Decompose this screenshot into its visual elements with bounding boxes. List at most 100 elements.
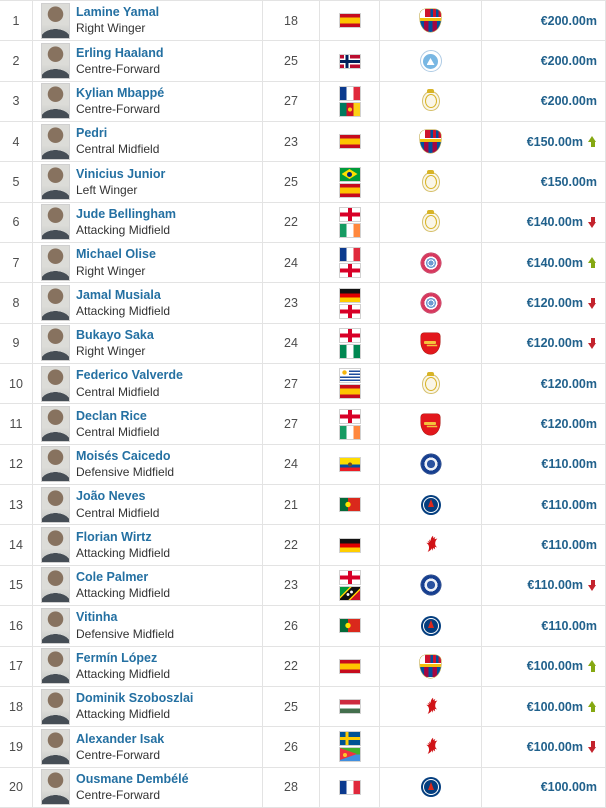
value-cell: €200.00m <box>482 41 606 81</box>
liverpool-crest-icon[interactable] <box>423 697 438 717</box>
player-photo[interactable] <box>41 446 70 483</box>
player-name-link[interactable]: Ousmane Dembélé <box>76 771 189 786</box>
rank-cell: 1 <box>0 1 33 41</box>
player-photo[interactable] <box>41 285 70 322</box>
player-photo[interactable] <box>41 728 70 765</box>
player-photo[interactable] <box>41 43 70 80</box>
age-cell: 26 <box>263 606 320 646</box>
player-row: 14 Florian Wirtz Attacking Midfield 22 €… <box>0 525 606 566</box>
player-photo[interactable] <box>41 204 70 241</box>
player-name-link[interactable]: Dominik Szoboszlai <box>76 691 194 706</box>
psg-crest-icon[interactable] <box>420 777 441 798</box>
rank-cell: 20 <box>0 767 33 807</box>
barcelona-crest-icon[interactable] <box>420 654 441 678</box>
player-photo[interactable] <box>41 527 70 564</box>
player-name-block: Florian Wirtz Attacking Midfield <box>76 529 170 560</box>
player-photo[interactable] <box>41 688 70 725</box>
player-name-link[interactable]: Alexander Isak <box>76 731 165 746</box>
player-rank: 3 <box>12 94 20 109</box>
rank-cell: 16 <box>0 606 33 646</box>
player-name-link[interactable]: Florian Wirtz <box>76 529 152 544</box>
realmadrid-crest-icon[interactable] <box>421 371 440 394</box>
germany-flag-icon <box>339 538 360 552</box>
bayern-crest-icon[interactable] <box>420 252 441 273</box>
market-value: €110.00m <box>541 618 597 633</box>
player-photo[interactable] <box>41 2 70 39</box>
arsenal-crest-icon[interactable] <box>421 332 440 354</box>
liverpool-crest-icon[interactable] <box>423 535 438 555</box>
market-value-up-icon <box>588 256 597 269</box>
player-name-link[interactable]: Declan Rice <box>76 408 147 423</box>
hungary-flag-icon <box>339 700 360 714</box>
player-name-link[interactable]: Vitinha <box>76 610 118 625</box>
player-position: Left Winger <box>76 182 138 197</box>
england-flag-icon <box>339 409 360 423</box>
player-photo[interactable] <box>41 769 70 806</box>
player-name-link[interactable]: Erling Haaland <box>76 45 164 60</box>
player-name-block: Ousmane Dembélé Centre-Forward <box>76 771 189 802</box>
value-cell: €110.00m <box>482 444 606 485</box>
player-photo[interactable] <box>41 648 70 685</box>
flag-cell <box>320 767 380 807</box>
player-name-link[interactable]: Jamal Musiala <box>76 287 161 302</box>
player-photo[interactable] <box>41 567 70 604</box>
player-photo[interactable] <box>41 325 70 362</box>
value-cell: €140.00m <box>482 202 606 243</box>
player-name-block: Pedri Central Midfield <box>76 127 159 156</box>
liverpool-crest-icon[interactable] <box>423 737 438 757</box>
player-name-link[interactable]: João Neves <box>76 489 146 504</box>
chelsea-crest-icon[interactable] <box>420 454 441 475</box>
barcelona-crest-icon[interactable] <box>420 130 441 154</box>
player-name-link[interactable]: Lamine Yamal <box>76 5 160 20</box>
player-name-link[interactable]: Federico Valverde <box>76 368 184 383</box>
player-name-link[interactable]: Kylian Mbappé <box>76 86 165 100</box>
flag-cell <box>320 122 380 162</box>
player-name-link[interactable]: Bukayo Saka <box>76 328 154 343</box>
value-cell: €120.00m <box>482 364 606 404</box>
player-age: 23 <box>284 296 298 311</box>
player-name-link[interactable]: Fermín López <box>76 650 158 665</box>
rank-cell: 13 <box>0 485 33 525</box>
realmadrid-crest-icon[interactable] <box>421 89 440 112</box>
player-photo[interactable] <box>41 123 70 160</box>
flag-cell <box>320 646 380 686</box>
chelsea-crest-icon[interactable] <box>420 575 441 596</box>
player-name-link[interactable]: Cole Palmer <box>76 570 149 585</box>
flag-cell <box>320 485 380 525</box>
player-age: 27 <box>284 417 298 432</box>
player-photo[interactable] <box>41 164 70 201</box>
player-cell: Jamal Musiala Attacking Midfield <box>33 283 263 323</box>
player-name-link[interactable]: Vinicius Junior <box>76 166 166 181</box>
player-photo[interactable] <box>41 365 70 402</box>
player-name-link[interactable]: Michael Olise <box>76 247 156 262</box>
realmadrid-crest-icon[interactable] <box>421 170 440 193</box>
player-photo[interactable] <box>41 486 70 523</box>
arsenal-crest-icon[interactable] <box>421 413 440 435</box>
rank-cell: 12 <box>0 444 33 485</box>
player-row: 20 Ousmane Dembélé Centre-Forward 28 €10… <box>0 767 606 808</box>
ireland-flag-icon <box>339 223 360 237</box>
player-cell: Erling Haaland Centre-Forward <box>33 41 263 81</box>
barcelona-crest-icon[interactable] <box>420 9 441 33</box>
player-name-link[interactable]: Pedri <box>76 126 108 141</box>
psg-crest-icon[interactable] <box>420 615 441 636</box>
player-position: Defensive Midfield <box>76 465 175 480</box>
player-position: Central Midfield <box>76 384 160 399</box>
player-name-link[interactable]: Moisés Caicedo <box>76 449 171 464</box>
market-value: €100.00m <box>526 739 583 754</box>
bayern-crest-icon[interactable] <box>420 293 441 314</box>
mancity-crest-icon[interactable] <box>419 50 442 73</box>
player-name-link[interactable]: Jude Bellingham <box>76 207 177 222</box>
flag-cell <box>320 606 380 646</box>
rank-cell: 2 <box>0 41 33 81</box>
player-photo[interactable] <box>41 406 70 443</box>
realmadrid-crest-icon[interactable] <box>421 210 440 233</box>
flag-cell <box>320 444 380 485</box>
psg-crest-icon[interactable] <box>420 494 441 515</box>
player-cell: Pedri Central Midfield <box>33 122 263 162</box>
ecuador-flag-icon <box>339 457 360 471</box>
player-photo[interactable] <box>41 244 70 281</box>
player-photo[interactable] <box>41 83 70 120</box>
player-photo[interactable] <box>41 607 70 644</box>
